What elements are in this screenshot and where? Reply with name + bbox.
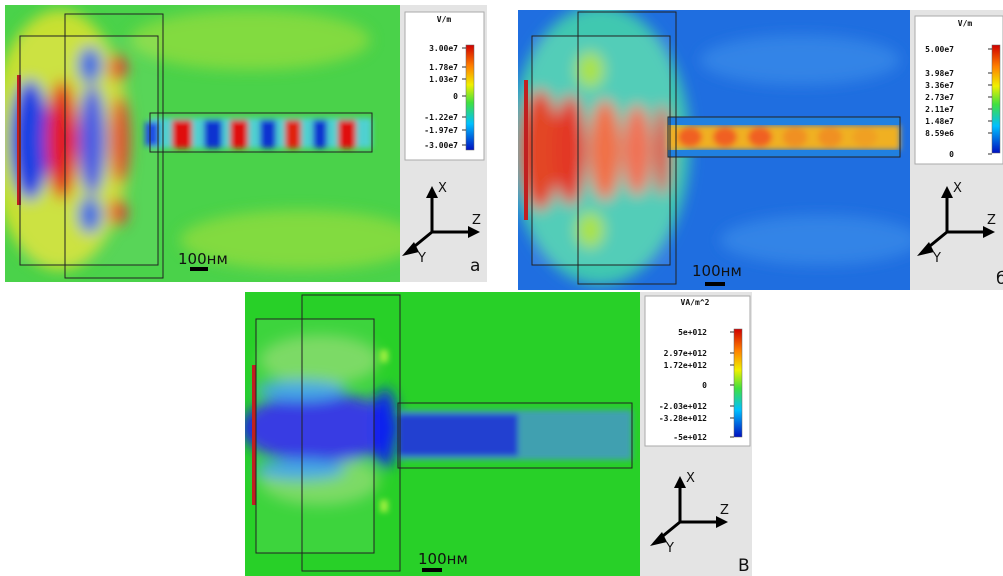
- colorbar: [734, 329, 742, 437]
- scale-bar-label: 100нм: [418, 550, 468, 568]
- scale-bar-label: 100нм: [692, 262, 742, 280]
- scale-bar-label: 100нм: [178, 250, 228, 268]
- axis-label: X: [953, 181, 962, 196]
- legend-tick-label: -3.28e+012: [659, 414, 707, 423]
- legend-tick-label: 0: [702, 381, 707, 390]
- legend-tick-label: 2.73e7: [925, 93, 954, 102]
- colorbar: [992, 45, 1000, 153]
- legend-tick-label: 1.48e7: [925, 117, 954, 126]
- legend-tick-label: 5.00e7: [925, 45, 954, 54]
- legend-tick-label: -1.22e7: [424, 113, 458, 122]
- legend-tick-label: 2.11e7: [925, 105, 954, 114]
- legend-tick-label: 3.00e7: [429, 44, 458, 53]
- axis-label: Z: [472, 213, 481, 228]
- axis-label: X: [686, 471, 695, 486]
- legend-tick-label: 1.72e+012: [664, 361, 708, 370]
- panel-letter: б: [996, 269, 1003, 289]
- legend-unit: V/m: [437, 15, 452, 24]
- legend-tick-label: 8.59e6: [925, 129, 954, 138]
- legend-tick-label: 3.36e7: [925, 81, 954, 90]
- axis-label: Z: [720, 503, 729, 518]
- legend-tick-label: 1.03e7: [429, 75, 458, 84]
- legend-tick-label: -3.00e7: [424, 141, 458, 150]
- legend-tick-label: 1.78e7: [429, 63, 458, 72]
- legend-tick-label: 3.98e7: [925, 69, 954, 78]
- legend-tick-label: 0: [453, 92, 458, 101]
- axis-label: Y: [417, 251, 426, 266]
- axis-label: Z: [987, 213, 996, 228]
- field-c: [240, 292, 640, 576]
- field-a: [0, 5, 420, 282]
- axis-label: Y: [932, 251, 941, 266]
- axis-label: Y: [665, 541, 674, 556]
- legend-tick-label: -5e+012: [673, 433, 707, 442]
- legend-unit: V/m: [958, 19, 973, 28]
- panel-letter: В: [738, 556, 750, 576]
- axis-label: X: [438, 181, 447, 196]
- legend-unit: VA/m^2: [681, 298, 710, 307]
- figure: V/m 3.00e7 1.78e7 1.03e7 0 -1.22e7 -1.97e7 -3.0…: [0, 0, 1003, 576]
- legend-tick-label: -1.97e7: [424, 126, 458, 135]
- legend-tick-label: -2.03e+012: [659, 402, 707, 411]
- legend-tick-label: 0: [949, 150, 954, 159]
- colorbar: [466, 45, 474, 150]
- legend-box: [915, 16, 1003, 164]
- legend-tick-label: 2.97e+012: [664, 349, 708, 358]
- panel-letter: а: [470, 256, 480, 276]
- legend-tick-label: 5e+012: [678, 328, 707, 337]
- field-b: [510, 5, 920, 290]
